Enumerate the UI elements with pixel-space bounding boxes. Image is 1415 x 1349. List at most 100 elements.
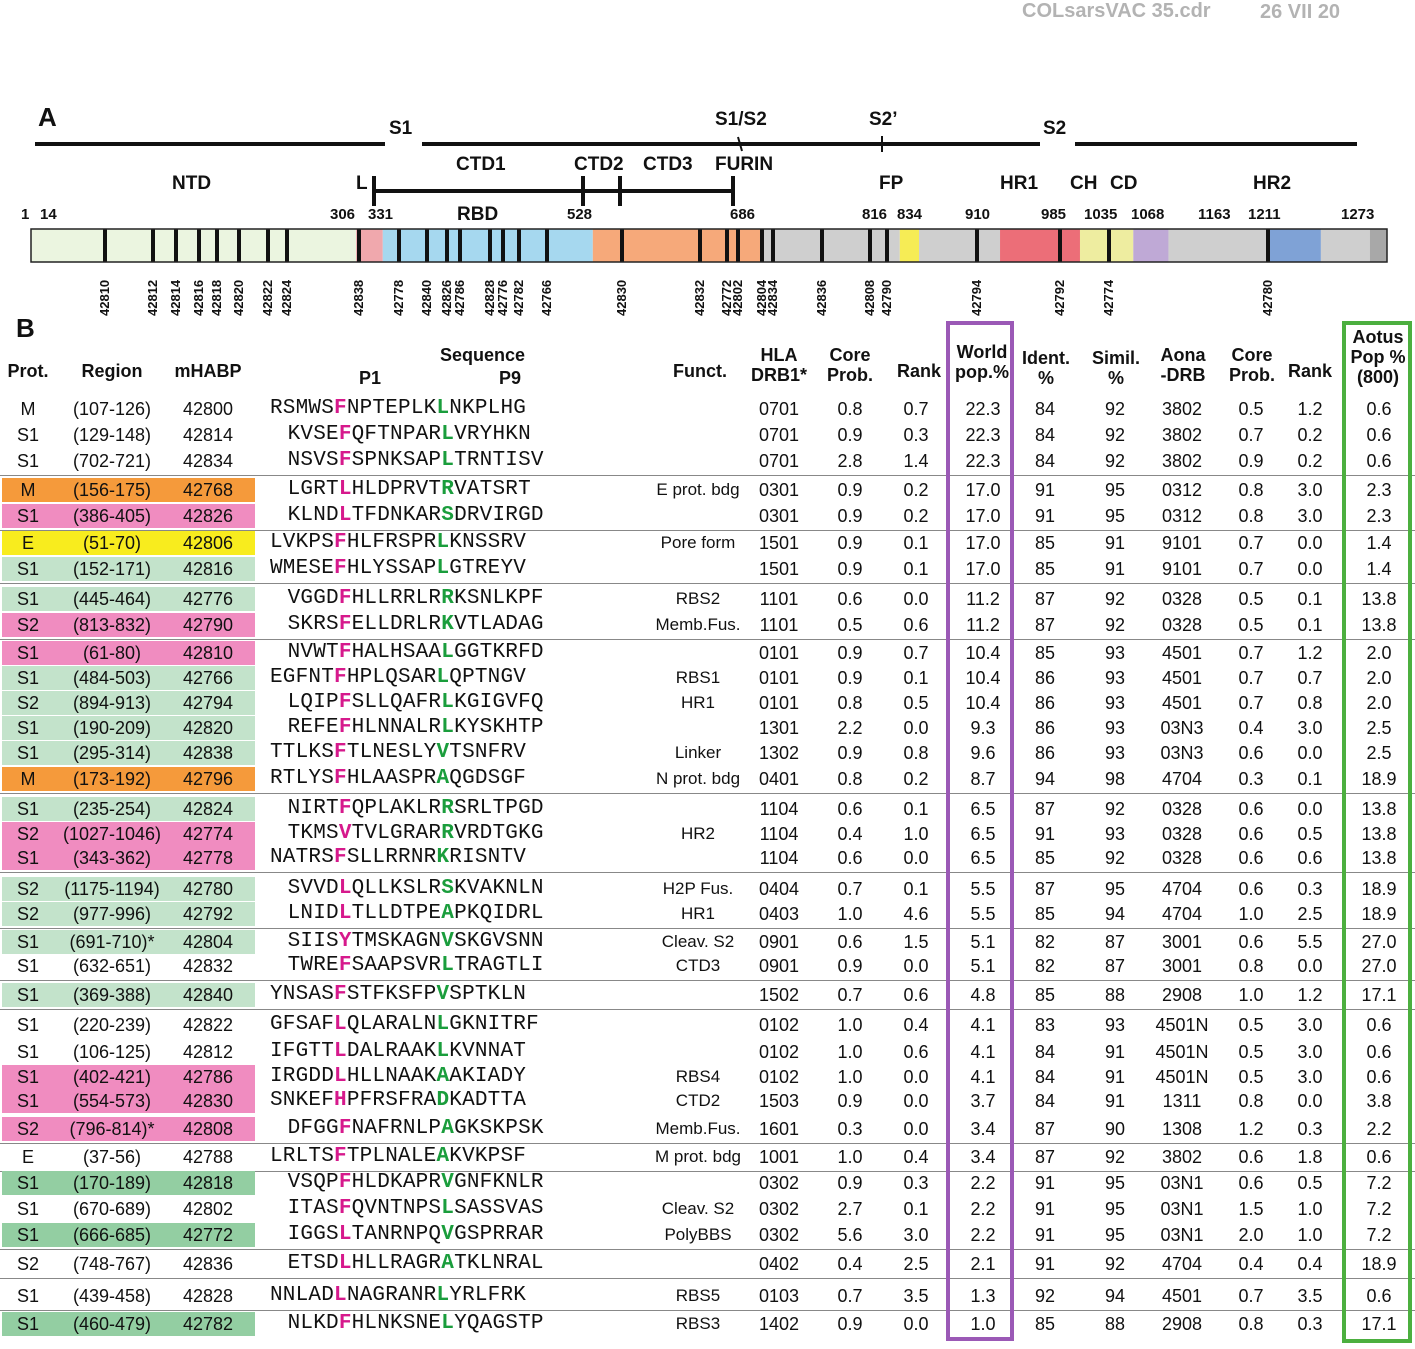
cell-core2: 0.6 — [1238, 879, 1264, 899]
cell-ident: 87 — [1034, 879, 1056, 899]
cell-rank2: 0.6 — [1297, 848, 1323, 868]
cell-simil: 88 — [1104, 985, 1126, 1005]
cell-region: (796-814)* — [69, 1119, 155, 1139]
cell-prot: S1 — [16, 1067, 40, 1087]
cell-simil: 92 — [1104, 799, 1126, 819]
cell-rank2: 0.0 — [1297, 956, 1323, 976]
cell-rank2: 0.0 — [1297, 559, 1323, 579]
cell-simil: 95 — [1104, 506, 1126, 526]
row-highlight — [2, 1089, 255, 1113]
cell-region: (106-125) — [72, 1042, 152, 1062]
cell-rank: 0.5 — [903, 693, 929, 713]
table-row: S2 (813-832) 42790 Memb.Fus. 1101 0.5 0.6 11.2 8… — [0, 612, 1415, 638]
cell-aotus: 2.5 — [1366, 718, 1392, 738]
label-s1: S1 — [389, 118, 413, 139]
cell-aona: 3802 — [1161, 451, 1203, 471]
cell-world: 11.2 — [966, 615, 1000, 635]
cell-world: 2.2 — [970, 1225, 996, 1245]
hdr-p1: P1 — [358, 368, 382, 388]
cell-rank2: 3.5 — [1297, 1286, 1323, 1306]
cell-simil: 91 — [1104, 1067, 1126, 1087]
row-highlight — [2, 666, 255, 690]
cell-ident: 85 — [1034, 1314, 1056, 1334]
cell-rank: 0.0 — [903, 848, 929, 868]
cell-region: (1027-1046) — [62, 824, 162, 844]
cell-core2: 0.5 — [1238, 1015, 1264, 1035]
cell-core2: 0.5 — [1238, 589, 1264, 609]
hdr-world-pop: World pop.% — [955, 342, 1009, 382]
cell-rank2: 2.5 — [1297, 904, 1323, 924]
cell-aona: 3802 — [1161, 1147, 1203, 1167]
cell-rank: 0.2 — [903, 769, 929, 789]
cell-region: (173-192) — [72, 769, 152, 789]
cell-mhabp: 42822 — [182, 1015, 234, 1035]
label-ctd3: CTD3 — [643, 154, 693, 175]
cell-prot: S2 — [16, 824, 40, 844]
row-separator — [0, 1278, 1415, 1279]
cell-sequence: LRLTSFTPLNALEAKVKPSF — [270, 1145, 527, 1168]
row-highlight — [2, 797, 255, 821]
cell-rank2: 0.0 — [1297, 1091, 1323, 1111]
peptide-mark-42776 — [501, 229, 505, 262]
cell-world: 4.1 — [970, 1015, 996, 1035]
cell-hla: 0401 — [758, 769, 800, 789]
cell-core2: 0.6 — [1238, 743, 1264, 763]
cell-world: 6.5 — [970, 848, 996, 868]
ctd-segment — [592, 229, 762, 262]
label-cd: CD — [1110, 173, 1138, 194]
cell-aotus: 1.4 — [1366, 533, 1392, 553]
cell-rank: 0.7 — [903, 643, 929, 663]
cell-sequence: IRGDDLHLLNAAKAAKIADY — [270, 1065, 527, 1088]
cell-simil: 93 — [1104, 668, 1126, 688]
cell-ident: 87 — [1034, 799, 1056, 819]
cell-aona: 4501 — [1161, 1286, 1203, 1306]
cell-hla: 1402 — [758, 1314, 800, 1334]
cell-ident: 82 — [1034, 932, 1056, 952]
cell-hla: 0102 — [758, 1067, 800, 1087]
cell-region: (61-80) — [82, 643, 142, 663]
cell-sequence: YNSASFSTFKSFPVSPTKLN — [270, 983, 527, 1006]
table-row: S2 (1027-1046) 42774 HR2 1104 0.4 1.0 6.5 91 93 03… — [0, 821, 1415, 847]
cell-hla: 1104 — [759, 824, 799, 844]
row-highlight — [2, 1117, 255, 1141]
table-row: S1 (439-458) 42828 RBS5 0103 0.7 3.5 1.3 92 94 450… — [0, 1283, 1415, 1309]
cell-rank: 1.4 — [903, 451, 929, 471]
cell-prot: E — [21, 1147, 34, 1167]
cell-mhabp: 42840 — [182, 985, 234, 1005]
cell-aotus: 2.3 — [1366, 506, 1392, 526]
cell-core: 0.7 — [837, 1286, 863, 1306]
cell-rank2: 0.8 — [1297, 693, 1323, 713]
label-ctd2: CTD2 — [574, 154, 624, 175]
peptide-mark-42836 — [820, 229, 824, 262]
cell-mhabp: 42828 — [182, 1286, 234, 1306]
peptide-code-42834: 42834 — [765, 279, 780, 316]
cell-rank2: 3.0 — [1297, 1015, 1323, 1035]
pos-910: 910 — [965, 206, 991, 223]
cell-sequence: LVKPSFHLFRSPRLKNSSRV — [270, 531, 527, 554]
peptide-code-42776: 42776 — [495, 279, 510, 316]
cell-region: (445-464) — [72, 589, 152, 609]
cell-world: 4.8 — [970, 985, 996, 1005]
cell-core2: 0.5 — [1238, 399, 1264, 419]
cell-ident: 83 — [1034, 1015, 1056, 1035]
cell-aotus: 27.0 — [1361, 932, 1397, 952]
peptide-mark-42766 — [545, 229, 549, 262]
cell-core: 0.9 — [837, 559, 863, 579]
cell-core: 2.8 — [837, 451, 863, 471]
hdr-mhabp: mHABP — [174, 361, 242, 381]
row-separator — [0, 639, 1415, 640]
cell-region: (691-710)* — [69, 932, 155, 952]
label-s2: S2 — [1043, 118, 1067, 139]
cell-core2: 0.5 — [1238, 1067, 1264, 1087]
cell-aotus: 0.6 — [1366, 1286, 1392, 1306]
cell-aona: 4704 — [1161, 904, 1203, 924]
cell-rank2: 1.8 — [1297, 1147, 1323, 1167]
cell-core2: 0.6 — [1238, 1173, 1264, 1193]
cell-mhabp: 42818 — [182, 1173, 234, 1193]
cell-aotus: 7.2 — [1366, 1173, 1392, 1193]
row-highlight — [2, 691, 255, 715]
cell-sequence: VGGDFHLLRRLRRKSNLKPF — [287, 587, 544, 610]
row-separator — [0, 872, 1415, 873]
cell-core2: 0.5 — [1238, 1042, 1264, 1062]
row-highlight — [2, 877, 255, 901]
